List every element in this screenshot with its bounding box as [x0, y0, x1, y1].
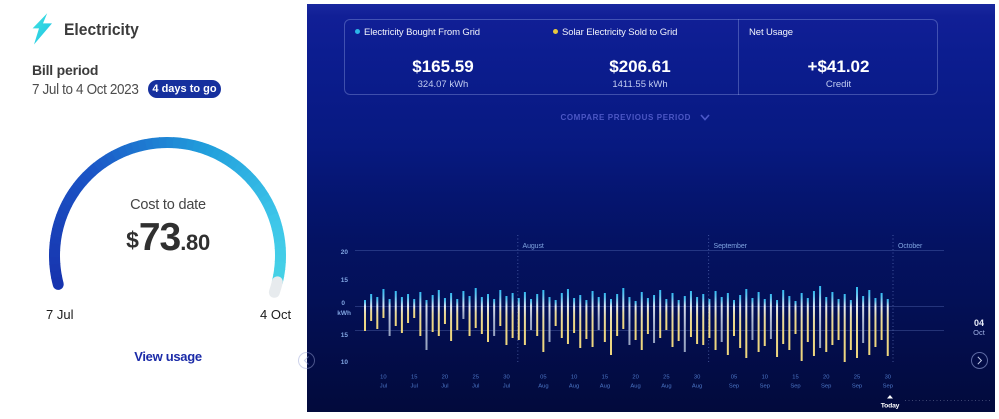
svg-text:05: 05	[540, 375, 546, 381]
svg-text:Jul: Jul	[380, 384, 387, 390]
svg-text:Aug: Aug	[692, 384, 702, 390]
svg-text:10: 10	[380, 375, 386, 381]
svg-text:September: September	[714, 243, 748, 250]
svg-text:Oct: Oct	[973, 328, 986, 337]
svg-text:Jul: Jul	[410, 384, 417, 390]
svg-text:25: 25	[854, 375, 860, 381]
svg-text:15: 15	[341, 332, 349, 339]
svg-text:15: 15	[602, 375, 608, 381]
svg-text:0: 0	[341, 300, 345, 307]
svg-text:Jul: Jul	[441, 384, 448, 390]
svg-text:Aug: Aug	[661, 384, 671, 390]
svg-text:10: 10	[571, 375, 577, 381]
svg-text:05: 05	[731, 375, 737, 381]
svg-text:Sep: Sep	[821, 384, 831, 390]
svg-text:Today: Today	[881, 403, 900, 410]
svg-text:Sep: Sep	[883, 384, 893, 390]
svg-text:25: 25	[663, 375, 669, 381]
svg-text:20: 20	[442, 375, 448, 381]
svg-text:30: 30	[885, 375, 891, 381]
svg-text:15: 15	[341, 277, 349, 284]
svg-text:Jul: Jul	[503, 384, 510, 390]
svg-text:30: 30	[694, 375, 700, 381]
svg-text:04: 04	[974, 318, 984, 328]
svg-text:Aug: Aug	[630, 384, 640, 390]
svg-text:Sep: Sep	[729, 384, 739, 390]
svg-text:Aug: Aug	[600, 384, 610, 390]
svg-text:10: 10	[341, 359, 349, 366]
svg-text:Aug: Aug	[538, 384, 548, 390]
svg-text:20: 20	[823, 375, 829, 381]
svg-text:Sep: Sep	[790, 384, 800, 390]
svg-text:10: 10	[762, 375, 768, 381]
svg-text:Sep: Sep	[852, 384, 862, 390]
svg-text:October: October	[898, 243, 923, 250]
svg-text:20: 20	[341, 249, 349, 256]
svg-text:Jul: Jul	[472, 384, 479, 390]
svg-text:20: 20	[632, 375, 638, 381]
svg-text:Sep: Sep	[760, 384, 770, 390]
svg-text:30: 30	[503, 375, 509, 381]
svg-text:August: August	[523, 243, 544, 250]
svg-text:25: 25	[472, 375, 478, 381]
svg-text:15: 15	[792, 375, 798, 381]
svg-text:15: 15	[411, 375, 417, 381]
svg-text:Aug: Aug	[569, 384, 579, 390]
svg-text:kWh: kWh	[337, 310, 351, 317]
